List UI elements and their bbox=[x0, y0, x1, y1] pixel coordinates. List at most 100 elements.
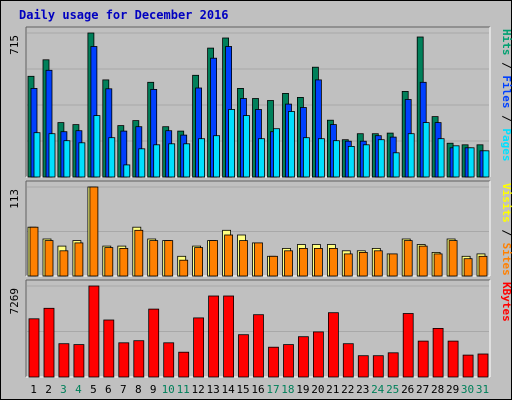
bar-requests-pages-day-24 bbox=[377, 139, 385, 178]
bar-requests-pages-day-25 bbox=[392, 152, 400, 178]
panel-visits-legend: Visits / Sites bbox=[500, 183, 512, 276]
legend-item-sites: Sites bbox=[500, 243, 512, 276]
bar-visits-sites-day-24 bbox=[373, 250, 383, 277]
bar-requests-pages-day-14 bbox=[228, 109, 236, 178]
x-tick-label-day-13: 13 bbox=[206, 383, 219, 396]
x-tick-label-day-21: 21 bbox=[326, 383, 339, 396]
bar-visits-sites-day-6 bbox=[104, 247, 114, 277]
x-tick-label-day-23: 23 bbox=[356, 383, 369, 396]
x-tick-label-day-25: 25 bbox=[386, 383, 399, 396]
x-tick-label-day-15: 15 bbox=[236, 383, 249, 396]
bar-kbytes-kbytes-day-30 bbox=[462, 354, 474, 378]
chart-title: Daily usage for December 2016 bbox=[19, 8, 229, 22]
bar-kbytes-kbytes-day-28 bbox=[432, 327, 444, 378]
bar-kbytes-kbytes-day-27 bbox=[417, 340, 429, 378]
bar-requests-pages-day-18 bbox=[288, 111, 295, 178]
legend-item-pages: Pages bbox=[500, 128, 512, 161]
bar-kbytes-kbytes-day-11 bbox=[178, 351, 190, 378]
bar-requests-pages-day-7 bbox=[123, 164, 131, 178]
bar-requests-pages-day-1 bbox=[33, 132, 41, 178]
x-tick-label-day-11: 11 bbox=[177, 383, 190, 396]
bar-requests-pages-day-16 bbox=[258, 138, 265, 178]
bar-kbytes-kbytes-day-18 bbox=[283, 344, 294, 378]
bar-visits-sites-day-11 bbox=[179, 259, 189, 277]
chart-panels: 715 Hits / Files / Pages 113 Visits / Sites… bbox=[8, 26, 512, 378]
bar-visits-sites-day-18 bbox=[284, 250, 293, 277]
bar-requests-pages-day-27 bbox=[422, 122, 430, 178]
bar-requests-pages-day-12 bbox=[198, 138, 206, 178]
bar-kbytes-kbytes-day-24 bbox=[372, 355, 384, 378]
bar-kbytes-kbytes-day-5 bbox=[88, 285, 100, 378]
x-tick-label-day-29: 29 bbox=[446, 383, 459, 396]
x-tick-label-day-12: 12 bbox=[191, 383, 204, 396]
x-tick-label-day-19: 19 bbox=[296, 383, 309, 396]
x-tick-label-day-20: 20 bbox=[311, 383, 324, 396]
bar-kbytes-kbytes-day-3 bbox=[58, 343, 70, 378]
bar-kbytes-kbytes-day-20 bbox=[312, 331, 324, 378]
bar-visits-sites-day-22 bbox=[343, 253, 353, 277]
legend-separator: / bbox=[500, 223, 512, 243]
x-tick-label-day-2: 2 bbox=[45, 383, 52, 396]
bar-kbytes-kbytes-day-7 bbox=[118, 342, 130, 378]
bar-visits-sites-day-27 bbox=[418, 245, 428, 277]
bar-requests-pages-day-13 bbox=[213, 135, 221, 178]
bar-kbytes-kbytes-day-13 bbox=[208, 295, 220, 378]
bar-requests-pages-day-9 bbox=[153, 144, 161, 178]
x-tick-label-day-28: 28 bbox=[431, 383, 444, 396]
x-tick-label-day-18: 18 bbox=[281, 383, 294, 396]
bar-requests-pages-day-28 bbox=[437, 138, 445, 178]
bar-visits-sites-day-1 bbox=[29, 226, 39, 277]
bar-requests-pages-day-5 bbox=[93, 115, 101, 178]
bar-visits-sites-day-21 bbox=[328, 247, 338, 277]
bar-kbytes-kbytes-day-23 bbox=[357, 355, 369, 378]
bar-kbytes-kbytes-day-15 bbox=[238, 334, 249, 378]
panel-kbytes-ymax-label: 7269 bbox=[8, 288, 21, 315]
x-tick-label-day-31: 31 bbox=[476, 383, 489, 396]
bar-visits-sites-day-13 bbox=[209, 240, 219, 277]
bar-visits-sites-day-7 bbox=[119, 247, 129, 277]
x-tick-label-day-5: 5 bbox=[90, 383, 97, 396]
bar-visits-sites-day-28 bbox=[433, 253, 443, 277]
x-tick-label-day-27: 27 bbox=[416, 383, 429, 396]
bar-kbytes-kbytes-day-29 bbox=[447, 340, 459, 378]
bar-visits-sites-day-10 bbox=[164, 240, 174, 277]
bar-kbytes-kbytes-day-12 bbox=[193, 317, 205, 378]
bar-requests-pages-day-20 bbox=[317, 138, 325, 178]
bar-visits-sites-day-25 bbox=[388, 253, 398, 277]
bar-requests-pages-day-11 bbox=[183, 143, 191, 178]
legend-item-files: Files bbox=[500, 75, 512, 108]
x-tick-label-day-24: 24 bbox=[371, 383, 385, 396]
bar-visits-sites-day-29 bbox=[448, 240, 458, 277]
bar-kbytes-kbytes-day-22 bbox=[342, 343, 354, 378]
bar-requests-pages-day-26 bbox=[407, 133, 415, 178]
bar-kbytes-kbytes-day-9 bbox=[148, 308, 160, 378]
bar-visits-sites-day-19 bbox=[298, 247, 308, 277]
bar-visits-sites-day-15 bbox=[239, 240, 248, 277]
bar-visits-sites-day-8 bbox=[134, 229, 144, 277]
x-tick-label-day-14: 14 bbox=[221, 383, 235, 396]
bar-kbytes-kbytes-day-17 bbox=[268, 346, 279, 378]
bar-requests-pages-day-29 bbox=[452, 145, 460, 178]
bar-kbytes-kbytes-day-8 bbox=[133, 340, 145, 378]
bar-visits-sites-day-2 bbox=[44, 240, 54, 277]
bar-requests-pages-day-3 bbox=[63, 140, 71, 178]
bar-visits-sites-day-5 bbox=[89, 186, 99, 277]
bar-requests-pages-day-19 bbox=[302, 137, 310, 178]
x-tick-label-day-10: 10 bbox=[162, 383, 175, 396]
legend-separator: / bbox=[500, 56, 512, 76]
x-tick-label-day-16: 16 bbox=[251, 383, 264, 396]
panel-visits-ymax-label: 113 bbox=[8, 189, 21, 209]
bar-visits-sites-day-31 bbox=[478, 255, 488, 277]
bar-requests-pages-day-22 bbox=[347, 145, 355, 178]
bar-visits-sites-day-20 bbox=[313, 247, 323, 277]
bar-requests-pages-day-8 bbox=[138, 148, 146, 178]
bar-requests-pages-day-23 bbox=[362, 144, 370, 178]
bar-kbytes-kbytes-day-19 bbox=[297, 336, 309, 378]
x-tick-label-day-1: 1 bbox=[30, 383, 37, 396]
x-axis-labels: 1 2 3 4 5 6 7 8 9 10 11 12 13 14 15 16 17 18 19 20 21 22 23 24 2… bbox=[30, 383, 489, 396]
bar-kbytes-kbytes-day-14 bbox=[223, 295, 235, 378]
bar-kbytes-kbytes-day-21 bbox=[327, 312, 339, 378]
bar-kbytes-kbytes-day-6 bbox=[103, 319, 115, 378]
x-tick-label-day-30: 30 bbox=[461, 383, 474, 396]
x-tick-label-day-26: 26 bbox=[401, 383, 414, 396]
